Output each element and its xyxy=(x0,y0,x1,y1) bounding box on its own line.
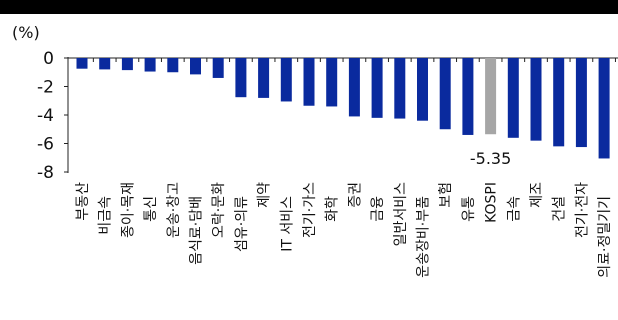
x-tick-label: 일반서비스 xyxy=(393,182,409,247)
bars xyxy=(76,58,616,159)
top-dark-band xyxy=(0,0,618,14)
bar xyxy=(394,58,406,119)
x-tick-label: 섬유·의류 xyxy=(234,196,250,252)
bar xyxy=(303,58,315,106)
x-tick-label: 운송·창고 xyxy=(166,182,182,238)
bar xyxy=(371,58,383,118)
x-tick-label: 전기·가스 xyxy=(302,182,318,238)
y-ticks: 0 -2 -4 -6 -8 xyxy=(37,49,68,183)
bar xyxy=(99,58,111,70)
x-tick-label: IT 서비스 xyxy=(279,196,295,252)
bar xyxy=(280,58,292,102)
x-tick-label: 유통 xyxy=(461,196,477,222)
bar xyxy=(598,58,610,159)
bar xyxy=(190,58,201,75)
kospi-annotation: -5.35 xyxy=(470,149,511,168)
x-tick-label: 보험 xyxy=(438,182,454,208)
x-tick-label: 증권 xyxy=(347,182,363,208)
bar xyxy=(235,58,247,98)
x-tick-label: 금속 xyxy=(506,196,522,222)
bar xyxy=(76,58,88,69)
bar xyxy=(212,58,224,78)
x-tick-label: 운송장비·부품 xyxy=(416,196,432,278)
bar xyxy=(439,58,451,130)
x-labels: 부동산 비금속 종이·목재 통신 운송·창고 음식료·담배 오락·문화 섬유·의류 제약 IT 서… xyxy=(75,182,613,278)
y-tick-label: -4 xyxy=(37,106,54,126)
x-tick-label: 건설 xyxy=(552,196,568,222)
y-axis-label: (%) xyxy=(12,23,40,42)
bar xyxy=(485,58,497,135)
x-tick-label: KOSPI xyxy=(484,182,500,223)
bar xyxy=(167,58,179,73)
bar xyxy=(575,58,587,148)
y-tick-label: -6 xyxy=(37,135,54,155)
y-tick-label: -2 xyxy=(37,78,54,98)
x-tick-label: 제조 xyxy=(529,182,545,208)
bar xyxy=(462,58,474,135)
bar xyxy=(417,58,428,121)
x-tick-label: 금융 xyxy=(370,196,386,222)
bar xyxy=(121,58,133,71)
x-tick-label: 통신 xyxy=(143,196,159,222)
bar xyxy=(553,58,565,147)
bar xyxy=(348,58,360,117)
y-tick-label: -8 xyxy=(37,163,54,183)
x-tick-label: 제약 xyxy=(257,182,273,208)
x-tick-label: 전기·전자 xyxy=(574,182,590,238)
bar xyxy=(326,58,338,107)
bar xyxy=(258,58,270,98)
x-tick-label: 부동산 xyxy=(75,182,91,221)
x-tick-label: 비금속 xyxy=(98,196,114,235)
bar xyxy=(144,58,156,72)
x-tick-label: 화학 xyxy=(325,196,341,222)
bar xyxy=(530,58,542,141)
y-tick-label: 0 xyxy=(43,49,54,69)
bar xyxy=(507,58,519,138)
x-tick-label: 종이·목재 xyxy=(120,182,136,238)
x-tick-label: 음식료·담배 xyxy=(189,196,205,265)
x-tick-label: 오락·문화 xyxy=(211,182,227,238)
x-tick-label: 의료·정밀기기 xyxy=(597,196,613,278)
